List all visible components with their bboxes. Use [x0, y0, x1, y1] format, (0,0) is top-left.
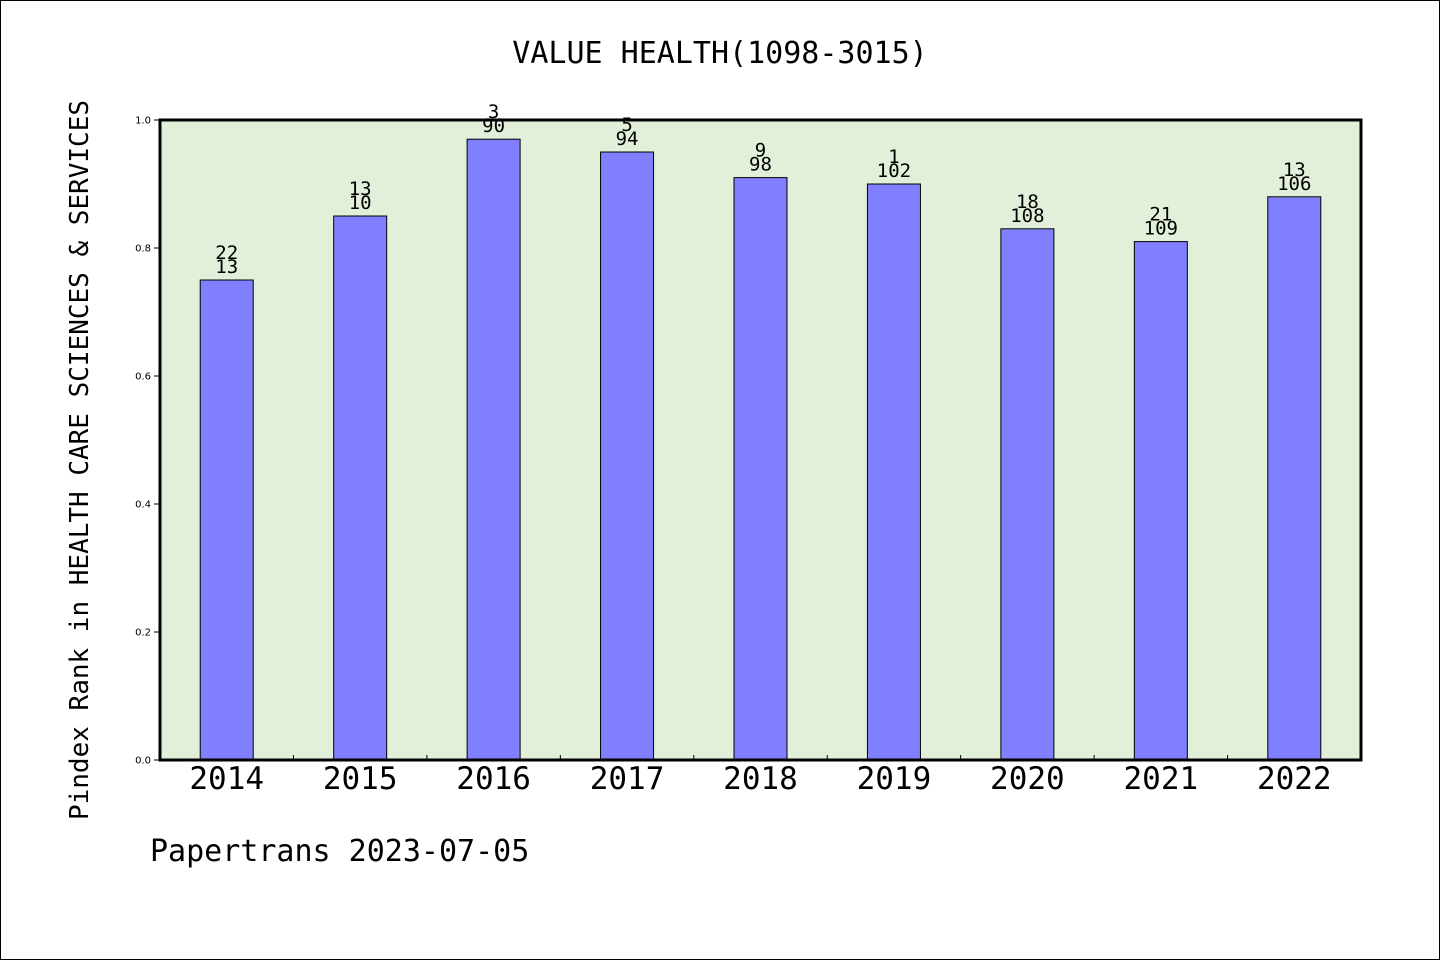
- bar-label-top: 9: [755, 140, 766, 162]
- bar: [866, 183, 921, 761]
- x-tick-label: 2019: [857, 761, 932, 797]
- y-tick-label: 1.0: [135, 116, 151, 127]
- bar-label-top: 22: [215, 242, 238, 264]
- bar-label-top: 18: [1016, 191, 1039, 213]
- x-tick-label: 2018: [723, 761, 798, 797]
- x-tick-label: 2017: [590, 761, 665, 797]
- bar: [733, 177, 788, 761]
- bar-label-bottom: 10: [349, 192, 372, 214]
- y-tick-label: 0.0: [135, 756, 151, 767]
- chart-title: VALUE HEALTH(1098-3015): [512, 36, 928, 71]
- y-tick-label: 0.2: [135, 628, 151, 639]
- bar-label-top: 1: [888, 146, 899, 168]
- bar-label-bottom: 98: [749, 154, 772, 176]
- bar-label-bottom: 13: [215, 256, 238, 278]
- bar: [1133, 241, 1188, 761]
- footer-note: Papertrans 2023-07-05: [150, 834, 530, 869]
- y-tick-label: 0.6: [135, 372, 151, 383]
- bar-label-top: 3: [488, 101, 499, 123]
- bar-label-top: 13: [1283, 159, 1306, 181]
- plot-border: [158, 118, 1363, 762]
- x-tick-label: 2016: [456, 761, 531, 797]
- bar: [333, 215, 388, 761]
- bar-label-bottom: 94: [616, 128, 639, 150]
- bar: [1267, 196, 1322, 761]
- bar-label-bottom: 106: [1277, 173, 1311, 195]
- bar-label-top: 13: [349, 178, 372, 200]
- bar-label-bottom: 102: [877, 160, 911, 182]
- bar-label-bottom: 109: [1144, 218, 1178, 240]
- x-tick-label: 2020: [990, 761, 1065, 797]
- bar-label-top: 21: [1149, 204, 1172, 226]
- x-tick-label: 2015: [323, 761, 398, 797]
- bar-label-top: 5: [621, 114, 632, 136]
- x-tick-label: 2022: [1257, 761, 1332, 797]
- x-tick-label: 2021: [1124, 761, 1199, 797]
- y-tick-label: 0.8: [135, 244, 151, 255]
- y-tick-label: 0.4: [135, 500, 151, 511]
- bar-label-bottom: 108: [1010, 205, 1044, 227]
- bar: [466, 138, 521, 761]
- bar: [1000, 228, 1055, 761]
- x-tick-label: 2014: [189, 761, 264, 797]
- bar: [600, 151, 655, 761]
- bar: [199, 279, 254, 761]
